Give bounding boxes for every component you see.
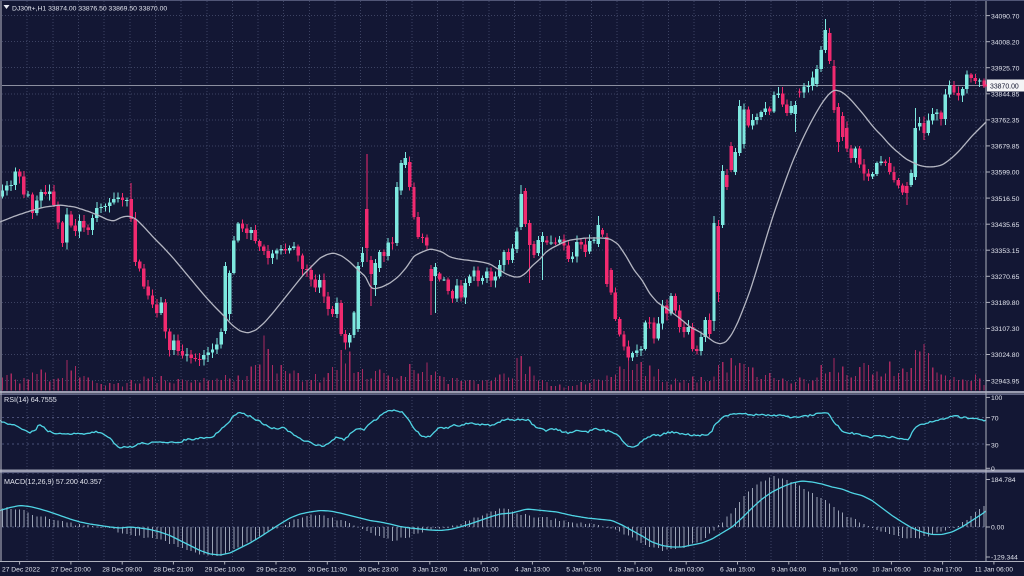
svg-text:28 Dec 21:00: 28 Dec 21:00 [154, 567, 194, 574]
svg-text:5 Jan 02:00: 5 Jan 02:00 [566, 567, 601, 574]
svg-text:27 Dec 2022: 27 Dec 2022 [2, 567, 40, 574]
svg-text:-129.344: -129.344 [991, 555, 1018, 562]
svg-text:10 Jan 05:00: 10 Jan 05:00 [872, 567, 911, 574]
svg-text:0: 0 [991, 466, 995, 473]
svg-text:3 Jan 12:00: 3 Jan 12:00 [412, 567, 447, 574]
svg-text:29 Dec 22:00: 29 Dec 22:00 [256, 567, 296, 574]
svg-text:33107.30: 33107.30 [991, 326, 1020, 333]
svg-text:33679.85: 33679.85 [991, 144, 1020, 151]
svg-text:MACD(12,26,9) 57.200 40.357: MACD(12,26,9) 57.200 40.357 [4, 477, 102, 486]
svg-text:33516.50: 33516.50 [991, 196, 1020, 203]
svg-text:29 Dec 10:00: 29 Dec 10:00 [205, 567, 245, 574]
svg-text:34090.70: 34090.70 [991, 13, 1020, 20]
svg-text:32943.95: 32943.95 [991, 378, 1020, 385]
svg-text:11 Jan 06:00: 11 Jan 06:00 [975, 567, 1013, 574]
svg-text:0.00: 0.00 [991, 525, 1004, 532]
svg-text:30: 30 [991, 443, 999, 450]
svg-text:184.784: 184.784 [991, 477, 1016, 484]
svg-text:33599.00: 33599.00 [991, 170, 1020, 177]
svg-text:4 Jan 01:00: 4 Jan 01:00 [464, 567, 499, 574]
svg-text:34008.20: 34008.20 [991, 39, 1020, 46]
svg-text:33270.65: 33270.65 [991, 274, 1020, 281]
svg-text:RSI(14) 64.7555: RSI(14) 64.7555 [4, 395, 57, 404]
svg-text:33189.80: 33189.80 [991, 300, 1020, 307]
svg-text:33925.70: 33925.70 [991, 65, 1020, 72]
svg-text:5 Jan 14:00: 5 Jan 14:00 [618, 567, 653, 574]
svg-text:6 Jan 03:00: 6 Jan 03:00 [669, 567, 704, 574]
svg-text:30 Dec 11:00: 30 Dec 11:00 [308, 567, 348, 574]
svg-text:33435.65: 33435.65 [991, 222, 1020, 229]
svg-text:33353.15: 33353.15 [991, 248, 1020, 255]
svg-text:9 Jan 04:00: 9 Jan 04:00 [771, 567, 806, 574]
svg-text:28 Dec 09:00: 28 Dec 09:00 [102, 567, 142, 574]
svg-text:33024.80: 33024.80 [991, 352, 1020, 359]
svg-text:33844.85: 33844.85 [991, 92, 1020, 99]
svg-text:10 Jan 17:00: 10 Jan 17:00 [923, 567, 962, 574]
svg-text:4 Jan 13:00: 4 Jan 13:00 [515, 567, 550, 574]
svg-text:9 Jan 16:00: 9 Jan 16:00 [823, 567, 858, 574]
svg-text:33870.00: 33870.00 [990, 83, 1019, 90]
svg-text:DJ30ft+,H1 33874.00 33876.50: DJ30ft+,H1 33874.00 33876.50 33869.50 33… [12, 6, 167, 13]
svg-text:70: 70 [991, 415, 999, 422]
svg-text:6 Jan 15:00: 6 Jan 15:00 [720, 567, 755, 574]
svg-text:30 Dec 23:00: 30 Dec 23:00 [359, 567, 399, 574]
svg-text:100: 100 [991, 395, 1003, 402]
svg-text:33762.35: 33762.35 [991, 118, 1020, 125]
svg-text:27 Dec 20:00: 27 Dec 20:00 [51, 567, 91, 574]
